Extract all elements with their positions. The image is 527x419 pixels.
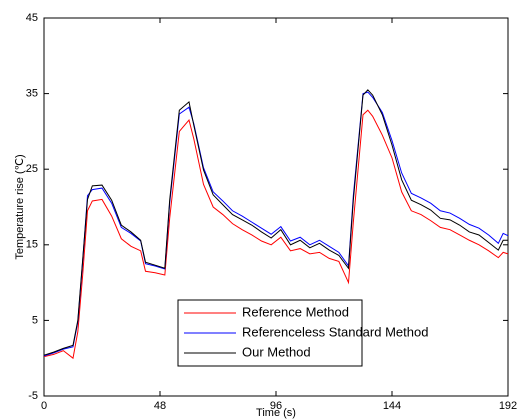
y-tick-label: 5 — [32, 314, 38, 326]
x-axis-label: Time (s) — [256, 407, 296, 419]
y-tick-label: 35 — [26, 88, 38, 100]
legend-label: Reference Method — [242, 304, 349, 319]
x-tick-label: 48 — [154, 400, 166, 412]
y-axis-label: Temperature rise (℃) — [14, 154, 26, 259]
legend-label: Referenceless Standard Method — [242, 324, 428, 339]
y-tick-label: 45 — [26, 12, 38, 24]
x-tick-label: 192 — [499, 400, 517, 412]
x-tick-label: 96 — [270, 400, 282, 412]
x-tick-label: 0 — [41, 400, 47, 412]
series-line — [43, 91, 509, 357]
y-tick-label: 25 — [26, 163, 38, 175]
legend-label: Our Method — [242, 344, 311, 359]
y-tick-label: 15 — [26, 239, 38, 251]
series-line — [43, 89, 508, 356]
series-line — [43, 109, 509, 360]
x-tick-label: 144 — [383, 400, 401, 412]
y-tick-label: -5 — [28, 390, 38, 402]
